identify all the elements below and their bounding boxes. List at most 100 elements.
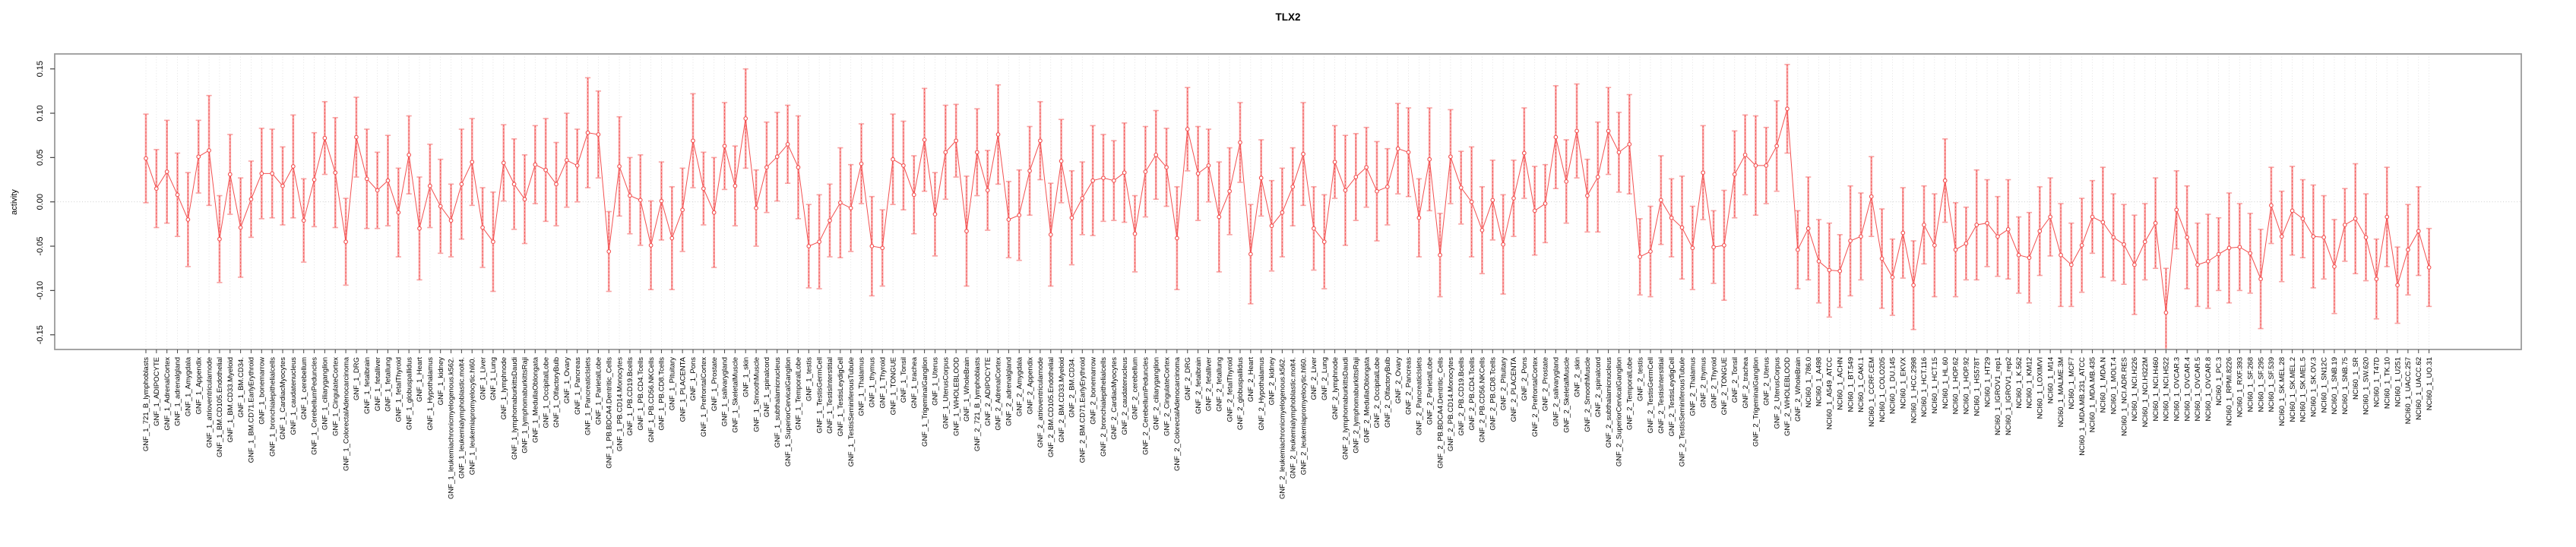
x-tick-label: GNF_2_leukemiapromyelocytic.hl60.	[1299, 357, 1308, 475]
x-tick-label: NCI60_1_SN12C	[2320, 357, 2328, 413]
data-point	[1490, 198, 1495, 203]
data-point	[533, 162, 538, 167]
x-tick-label: NCI60_1_MDA.N	[2100, 357, 2108, 413]
data-point	[596, 132, 601, 137]
data-point	[2142, 239, 2147, 245]
x-tick-label: GNF_1_OlfactoryBulb	[552, 357, 561, 428]
x-tick-label: GNF_1_globuspallidus	[405, 357, 413, 430]
x-tick-label: GNF_1_cerebellum	[300, 357, 309, 419]
data-point	[543, 167, 549, 172]
x-tick-label: GNF_2_ColorectalAdenocarcinoma	[1173, 356, 1182, 471]
data-point	[1932, 243, 1937, 248]
x-tick-label: GNF_2_WHOLEBLOOD	[1783, 357, 1792, 436]
x-tick-label: GNF_2_SkeletalMuscle	[1562, 357, 1571, 433]
x-tick-label: GNF_1_ColorectalAdenocarcinoma	[342, 356, 350, 471]
data-point	[354, 134, 359, 140]
data-point	[501, 160, 506, 166]
data-point	[2205, 259, 2210, 264]
data-point	[1543, 201, 1548, 206]
data-point	[196, 154, 201, 160]
data-point	[343, 239, 348, 245]
x-tick-label: NCI60_1_HCT.116	[1920, 357, 1929, 417]
data-point	[733, 183, 738, 188]
data-point	[312, 177, 317, 182]
data-point	[743, 116, 748, 121]
data-point	[764, 165, 769, 170]
data-point	[1321, 239, 1327, 245]
data-point	[859, 161, 864, 166]
data-point	[2195, 262, 2200, 267]
x-tick-label: GNF_1_BM.CD105.Endothelial	[216, 357, 224, 457]
data-point	[1301, 151, 1305, 157]
x-tick-label: GNF_1_BM.CD33.Myeloid	[226, 357, 235, 442]
x-tick-label: GNF_2_PLACENTA	[1510, 356, 1518, 422]
x-tick-label: GNF_2_bonemarrow	[1089, 357, 1097, 425]
data-point	[1900, 230, 1906, 236]
x-tick-label: NCI60_1_HT29	[1983, 357, 1992, 407]
data-point	[1375, 188, 1379, 194]
x-tick-label: GNF_2_testis	[1636, 357, 1644, 401]
data-point	[901, 163, 906, 168]
x-tick-label: GNF_2_cerebellum	[1131, 357, 1140, 419]
data-point	[1448, 154, 1453, 160]
x-tick-label: NCI60_1_KM12	[2026, 357, 2034, 409]
x-tick-label: GNF_1_WHOLEBLOOD	[952, 357, 960, 436]
x-tick-label: NCI60_1_U251	[2394, 357, 2402, 407]
data-point	[491, 239, 495, 245]
data-point	[722, 144, 727, 149]
x-tick-label: GNF_1_bronchialepithelialcells	[268, 357, 277, 457]
y-tick-label: 0.05	[36, 150, 45, 166]
data-point	[227, 172, 233, 177]
x-tick-label: GNF_1_salivarygland	[721, 357, 729, 426]
data-point	[1175, 236, 1179, 241]
x-tick-label: GNF_1_PLACENTA	[679, 356, 687, 422]
data-point	[691, 138, 695, 144]
data-point	[1953, 247, 1958, 252]
data-point	[796, 165, 801, 170]
x-tick-label: GNF_2_fetallung	[1216, 357, 1224, 412]
x-tick-label: GNF_1_Heart	[416, 357, 424, 402]
x-tick-label: NCI60_1_NCI.ADR.RES	[2120, 357, 2128, 436]
x-tick-label: GNF_2_Pancreas	[1405, 357, 1413, 415]
x-tick-label: NCI60_1_SR	[2352, 357, 2360, 400]
x-tick-label: GNF_2_ADIPOCYTE	[984, 357, 992, 426]
data-point	[574, 163, 580, 168]
data-point	[1627, 142, 1632, 147]
y-tick-label: 0.10	[36, 105, 45, 121]
x-tick-label: GNF_2_PB.CD19.Bcells	[1457, 357, 1466, 436]
data-point	[1059, 159, 1064, 163]
data-point	[669, 236, 675, 241]
data-point	[1501, 242, 1505, 247]
x-tick-label: NCI60_1_HOP.62	[1952, 357, 1960, 414]
x-tick-label: GNF_2_Appendix	[1026, 357, 1034, 415]
x-tick-label: GNF_1_BM.CD71.EarlyErythroid	[248, 357, 256, 463]
x-tick-label: NCI60_1_A498	[1815, 357, 1824, 406]
x-tick-label: NCI60_1_SW.620	[2362, 357, 2371, 415]
data-point	[459, 182, 464, 187]
data-point	[2027, 255, 2032, 261]
data-point	[985, 188, 990, 193]
x-tick-label: GNF_1_TONGUE	[889, 357, 897, 415]
data-point	[701, 186, 706, 191]
x-tick-label: NCI60_1_TK.10	[2383, 357, 2391, 409]
data-point	[1742, 153, 1748, 157]
data-point	[2300, 217, 2305, 221]
x-tick-label: NCI60_1_OVCAR.3	[2173, 357, 2181, 421]
data-point	[1395, 146, 1400, 151]
x-tick-label: GNF_1_721_B_lymphoblasts	[142, 357, 150, 451]
x-tick-label: NCI60_1_RXF.393	[2236, 357, 2245, 417]
x-tick-label: NCI60_1_OVCAR.5	[2194, 357, 2202, 421]
data-point	[817, 239, 821, 245]
x-tick-label: GNF_2_Prostate	[1542, 357, 1550, 411]
x-tick-label: GNF_2_fetalbrain	[1195, 357, 1203, 414]
data-point	[1353, 175, 1359, 179]
data-point	[2090, 214, 2095, 220]
data-point	[2100, 220, 2106, 225]
data-point	[1859, 234, 1863, 239]
data-point	[2290, 208, 2295, 213]
data-point	[1227, 188, 1232, 194]
x-tick-label: NCI60_1_HOP.92	[1963, 357, 1971, 414]
x-tick-label: GNF_2_caudatenucleus	[1121, 357, 1129, 435]
x-tick-label: GNF_1_PancreaticIslets	[584, 357, 593, 435]
data-point	[175, 192, 180, 198]
